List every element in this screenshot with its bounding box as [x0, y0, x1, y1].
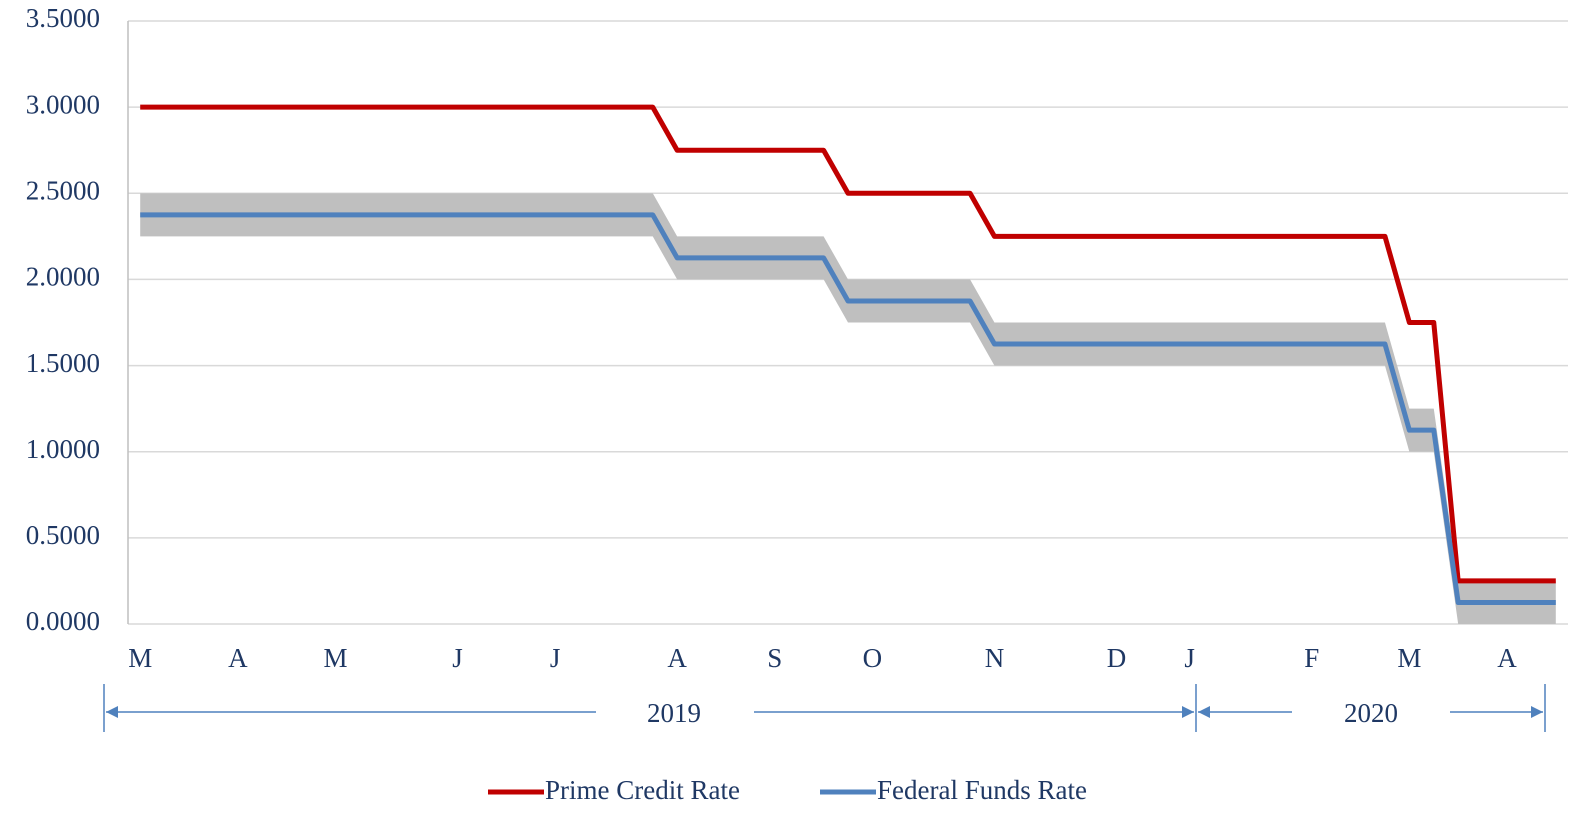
x-tick-label: A [1497, 643, 1517, 673]
y-tick-label: 3.5000 [26, 3, 100, 33]
y-tick-label: 3.0000 [26, 89, 100, 119]
x-tick-label: J [452, 643, 463, 673]
year-label: 2019 [647, 698, 701, 728]
arrow-head [1182, 706, 1194, 718]
arrow-head [1198, 706, 1210, 718]
x-tick-label: M [1397, 643, 1421, 673]
y-tick-label: 2.5000 [26, 175, 100, 205]
x-tick-label: N [985, 643, 1005, 673]
y-tick-label: 0.5000 [26, 520, 100, 550]
y-tick-label: 1.5000 [26, 348, 100, 378]
x-tick-label: A [667, 643, 687, 673]
series-line [140, 104, 1556, 584]
x-tick-label: J [1184, 643, 1195, 673]
year-label: 2020 [1344, 698, 1398, 728]
legend: Prime Credit Rate Federal Funds Rate [488, 775, 1087, 805]
x-tick-label: O [863, 643, 883, 673]
arrow-head [106, 706, 118, 718]
y-tick-label: 2.0000 [26, 262, 100, 292]
x-tick-label: S [767, 643, 782, 673]
series-line [140, 212, 1556, 605]
x-tick-label: A [228, 643, 248, 673]
legend-label: Prime Credit Rate [545, 775, 740, 805]
arrow-head [1531, 706, 1543, 718]
x-tick-label: M [128, 643, 152, 673]
y-tick-label: 1.0000 [26, 434, 100, 464]
x-tick-label: J [550, 643, 561, 673]
x-tick-label: D [1107, 643, 1127, 673]
y-tick-label: 0.0000 [26, 606, 100, 636]
x-tick-label: F [1304, 643, 1319, 673]
legend-label: Federal Funds Rate [877, 775, 1087, 805]
x-tick-label: M [323, 643, 347, 673]
range-band [140, 193, 1556, 625]
